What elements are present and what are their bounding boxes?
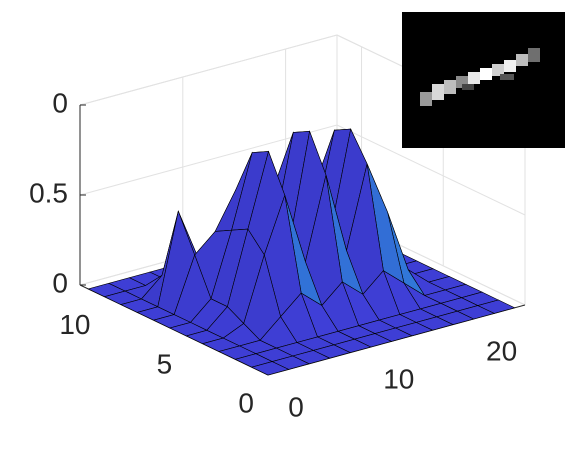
z-tick-label: 0.5: [29, 177, 68, 208]
y-tick-label: 0: [238, 387, 254, 418]
grid-line: [336, 124, 526, 216]
inset-image: [402, 12, 565, 148]
x-tick-label: 20: [486, 335, 517, 366]
surface: [87, 128, 516, 376]
surface-patch: [250, 361, 290, 376]
x-tick-label: 10: [383, 363, 414, 394]
x-tick-label: 0: [288, 391, 304, 422]
y-tick-label: 5: [157, 348, 173, 379]
grid-line: [79, 34, 338, 106]
z-tick-label: 0: [52, 87, 68, 118]
y-tick-label: 10: [59, 309, 90, 340]
z-tick-label: 0: [52, 267, 68, 298]
